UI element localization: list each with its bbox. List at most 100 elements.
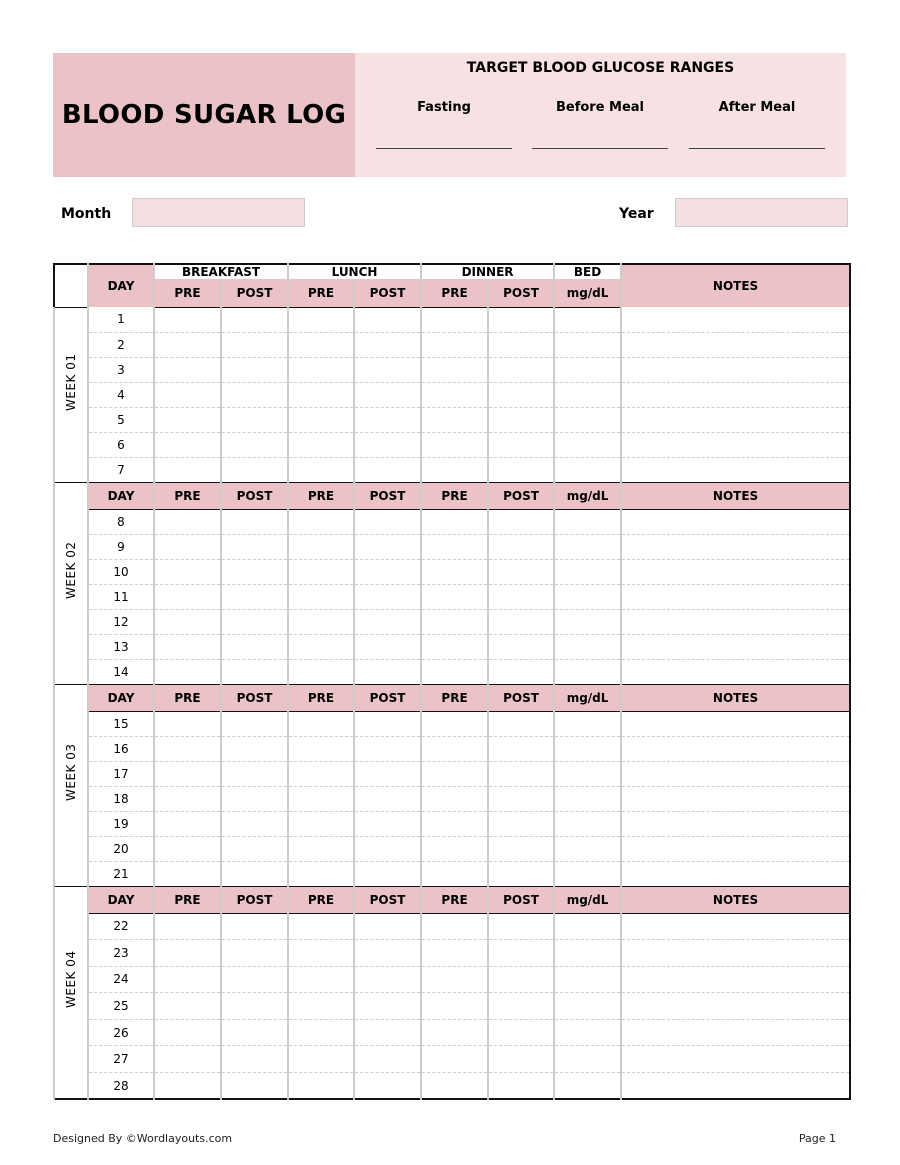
post-cell[interactable] xyxy=(487,659,555,685)
post-cell[interactable] xyxy=(219,966,289,994)
pre-cell[interactable] xyxy=(287,534,355,560)
pre-cell[interactable] xyxy=(420,966,489,994)
notes-cell[interactable] xyxy=(620,811,851,837)
pre-cell[interactable] xyxy=(153,332,221,358)
bed-cell[interactable] xyxy=(553,736,622,762)
post-cell[interactable] xyxy=(219,357,289,383)
bed-cell[interactable] xyxy=(553,534,622,560)
pre-cell[interactable] xyxy=(153,913,221,941)
notes-cell[interactable] xyxy=(620,634,851,660)
before-meal-input-line[interactable] xyxy=(532,148,668,149)
pre-cell[interactable] xyxy=(420,559,489,585)
pre-cell[interactable] xyxy=(420,1045,489,1074)
bed-cell[interactable] xyxy=(553,939,622,967)
post-cell[interactable] xyxy=(219,761,289,787)
notes-cell[interactable] xyxy=(620,711,851,737)
post-cell[interactable] xyxy=(487,357,555,383)
post-cell[interactable] xyxy=(487,861,555,887)
notes-cell[interactable] xyxy=(620,939,851,967)
pre-cell[interactable] xyxy=(287,509,355,535)
post-cell[interactable] xyxy=(353,332,422,358)
bed-cell[interactable] xyxy=(553,786,622,812)
pre-cell[interactable] xyxy=(420,509,489,535)
bed-cell[interactable] xyxy=(553,509,622,535)
notes-cell[interactable] xyxy=(620,332,851,358)
post-cell[interactable] xyxy=(487,836,555,862)
pre-cell[interactable] xyxy=(420,432,489,458)
post-cell[interactable] xyxy=(487,457,555,483)
notes-cell[interactable] xyxy=(620,1019,851,1047)
pre-cell[interactable] xyxy=(420,836,489,862)
pre-cell[interactable] xyxy=(287,634,355,660)
pre-cell[interactable] xyxy=(287,559,355,585)
pre-cell[interactable] xyxy=(420,913,489,941)
pre-cell[interactable] xyxy=(420,736,489,762)
post-cell[interactable] xyxy=(353,992,422,1020)
post-cell[interactable] xyxy=(487,966,555,994)
bed-cell[interactable] xyxy=(553,609,622,635)
bed-cell[interactable] xyxy=(553,1072,622,1100)
bed-cell[interactable] xyxy=(553,811,622,837)
pre-cell[interactable] xyxy=(420,786,489,812)
pre-cell[interactable] xyxy=(153,992,221,1020)
pre-cell[interactable] xyxy=(287,861,355,887)
pre-cell[interactable] xyxy=(153,811,221,837)
pre-cell[interactable] xyxy=(420,407,489,433)
post-cell[interactable] xyxy=(219,913,289,941)
post-cell[interactable] xyxy=(487,761,555,787)
post-cell[interactable] xyxy=(219,407,289,433)
pre-cell[interactable] xyxy=(420,357,489,383)
post-cell[interactable] xyxy=(353,534,422,560)
post-cell[interactable] xyxy=(353,457,422,483)
post-cell[interactable] xyxy=(353,307,422,333)
bed-cell[interactable] xyxy=(553,584,622,610)
post-cell[interactable] xyxy=(219,457,289,483)
pre-cell[interactable] xyxy=(153,711,221,737)
post-cell[interactable] xyxy=(487,509,555,535)
pre-cell[interactable] xyxy=(287,659,355,685)
notes-cell[interactable] xyxy=(620,407,851,433)
pre-cell[interactable] xyxy=(287,992,355,1020)
post-cell[interactable] xyxy=(219,609,289,635)
bed-cell[interactable] xyxy=(553,457,622,483)
fasting-input-line[interactable] xyxy=(376,148,512,149)
pre-cell[interactable] xyxy=(287,432,355,458)
post-cell[interactable] xyxy=(353,609,422,635)
post-cell[interactable] xyxy=(219,559,289,585)
pre-cell[interactable] xyxy=(153,357,221,383)
post-cell[interactable] xyxy=(353,786,422,812)
post-cell[interactable] xyxy=(487,1045,555,1074)
post-cell[interactable] xyxy=(487,534,555,560)
pre-cell[interactable] xyxy=(153,307,221,333)
pre-cell[interactable] xyxy=(420,332,489,358)
post-cell[interactable] xyxy=(219,509,289,535)
pre-cell[interactable] xyxy=(153,966,221,994)
post-cell[interactable] xyxy=(219,659,289,685)
post-cell[interactable] xyxy=(487,913,555,941)
pre-cell[interactable] xyxy=(153,1045,221,1074)
notes-cell[interactable] xyxy=(620,609,851,635)
notes-cell[interactable] xyxy=(620,659,851,685)
post-cell[interactable] xyxy=(353,1072,422,1100)
pre-cell[interactable] xyxy=(153,736,221,762)
pre-cell[interactable] xyxy=(420,761,489,787)
pre-cell[interactable] xyxy=(420,711,489,737)
bed-cell[interactable] xyxy=(553,1019,622,1047)
post-cell[interactable] xyxy=(219,1072,289,1100)
pre-cell[interactable] xyxy=(420,609,489,635)
notes-cell[interactable] xyxy=(620,307,851,333)
post-cell[interactable] xyxy=(219,432,289,458)
month-field[interactable] xyxy=(132,198,305,227)
pre-cell[interactable] xyxy=(287,357,355,383)
post-cell[interactable] xyxy=(487,992,555,1020)
post-cell[interactable] xyxy=(487,382,555,408)
post-cell[interactable] xyxy=(219,332,289,358)
post-cell[interactable] xyxy=(353,1019,422,1047)
pre-cell[interactable] xyxy=(153,382,221,408)
pre-cell[interactable] xyxy=(420,457,489,483)
pre-cell[interactable] xyxy=(287,711,355,737)
post-cell[interactable] xyxy=(487,332,555,358)
post-cell[interactable] xyxy=(353,811,422,837)
post-cell[interactable] xyxy=(353,634,422,660)
notes-cell[interactable] xyxy=(620,966,851,994)
